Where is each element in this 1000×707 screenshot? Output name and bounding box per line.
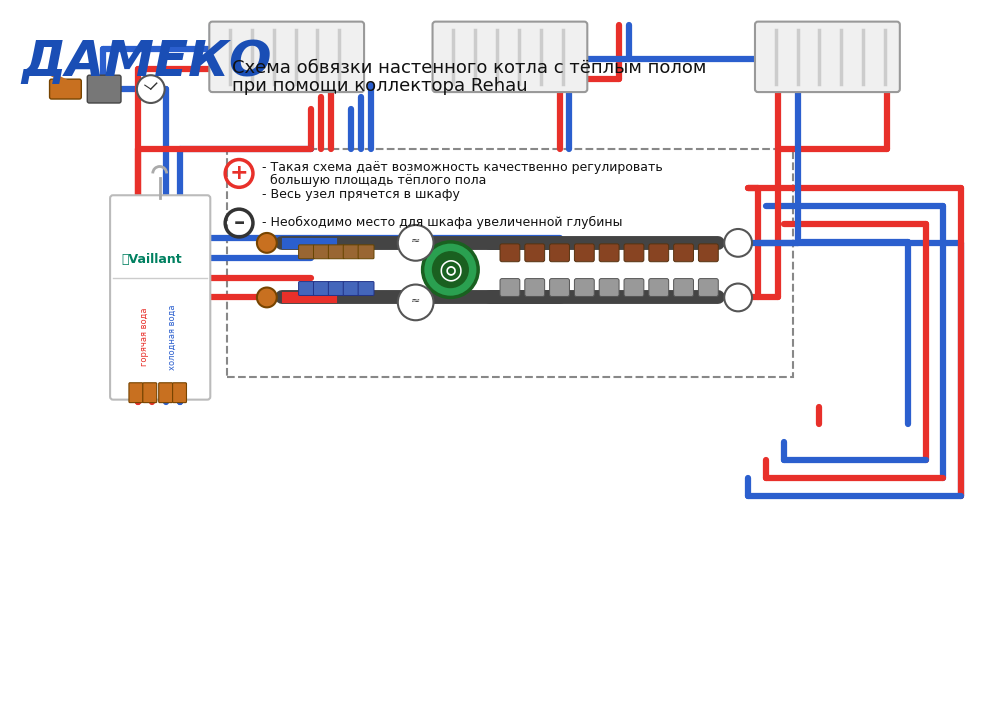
Text: ДАМЕКО: ДАМЕКО <box>22 37 272 86</box>
FancyBboxPatch shape <box>624 244 644 262</box>
Circle shape <box>724 284 752 311</box>
FancyBboxPatch shape <box>674 244 693 262</box>
FancyBboxPatch shape <box>110 195 210 399</box>
Text: +: + <box>230 163 248 183</box>
FancyBboxPatch shape <box>299 245 314 259</box>
FancyBboxPatch shape <box>159 382 173 402</box>
FancyBboxPatch shape <box>313 245 329 259</box>
Circle shape <box>433 252 468 288</box>
FancyBboxPatch shape <box>698 244 718 262</box>
FancyBboxPatch shape <box>649 244 669 262</box>
Text: горячая вода: горячая вода <box>140 308 149 366</box>
FancyBboxPatch shape <box>525 279 545 296</box>
Text: большую площадь тёплого пола: большую площадь тёплого пола <box>262 175 486 187</box>
Text: ◎: ◎ <box>438 256 463 284</box>
FancyBboxPatch shape <box>599 279 619 296</box>
Circle shape <box>423 242 478 298</box>
Text: ⓥVaillant: ⓥVaillant <box>121 253 182 266</box>
FancyBboxPatch shape <box>343 281 359 296</box>
Text: при помощи коллектора Rehau: при помощи коллектора Rehau <box>232 77 528 95</box>
FancyBboxPatch shape <box>500 279 520 296</box>
Circle shape <box>137 75 165 103</box>
FancyBboxPatch shape <box>574 244 594 262</box>
FancyBboxPatch shape <box>358 281 374 296</box>
FancyBboxPatch shape <box>674 279 693 296</box>
FancyBboxPatch shape <box>624 279 644 296</box>
FancyBboxPatch shape <box>173 382 186 402</box>
FancyBboxPatch shape <box>649 279 669 296</box>
FancyBboxPatch shape <box>755 22 900 92</box>
FancyBboxPatch shape <box>129 382 143 402</box>
Circle shape <box>257 233 277 253</box>
FancyBboxPatch shape <box>299 281 314 296</box>
Text: холодная вода: холодная вода <box>168 305 177 370</box>
FancyBboxPatch shape <box>358 245 374 259</box>
FancyBboxPatch shape <box>574 279 594 296</box>
FancyBboxPatch shape <box>550 244 569 262</box>
FancyBboxPatch shape <box>550 279 569 296</box>
Text: ≈: ≈ <box>411 296 420 305</box>
FancyBboxPatch shape <box>328 281 344 296</box>
Circle shape <box>257 288 277 308</box>
Circle shape <box>398 225 434 261</box>
Text: - Необходимо место для шкафа увеличенной глубины: - Необходимо место для шкафа увеличенной… <box>262 216 622 229</box>
FancyBboxPatch shape <box>343 245 359 259</box>
Text: –: – <box>233 213 245 233</box>
FancyBboxPatch shape <box>50 79 81 99</box>
FancyBboxPatch shape <box>599 244 619 262</box>
FancyBboxPatch shape <box>209 22 364 92</box>
Circle shape <box>724 229 752 257</box>
Text: ≈: ≈ <box>411 236 420 246</box>
Text: - Такая схема даёт возможность качественно регулировать: - Такая схема даёт возможность качествен… <box>262 160 663 173</box>
Circle shape <box>398 284 434 320</box>
FancyBboxPatch shape <box>87 75 121 103</box>
Text: Схема обвязки настенного котла с тёплым полом: Схема обвязки настенного котла с тёплым … <box>232 59 706 77</box>
FancyBboxPatch shape <box>525 244 545 262</box>
FancyBboxPatch shape <box>328 245 344 259</box>
FancyBboxPatch shape <box>313 281 329 296</box>
Text: - Весь узел прячется в шкафу: - Весь узел прячется в шкафу <box>262 188 460 201</box>
FancyBboxPatch shape <box>500 244 520 262</box>
FancyBboxPatch shape <box>143 382 157 402</box>
FancyBboxPatch shape <box>433 22 587 92</box>
FancyBboxPatch shape <box>698 279 718 296</box>
